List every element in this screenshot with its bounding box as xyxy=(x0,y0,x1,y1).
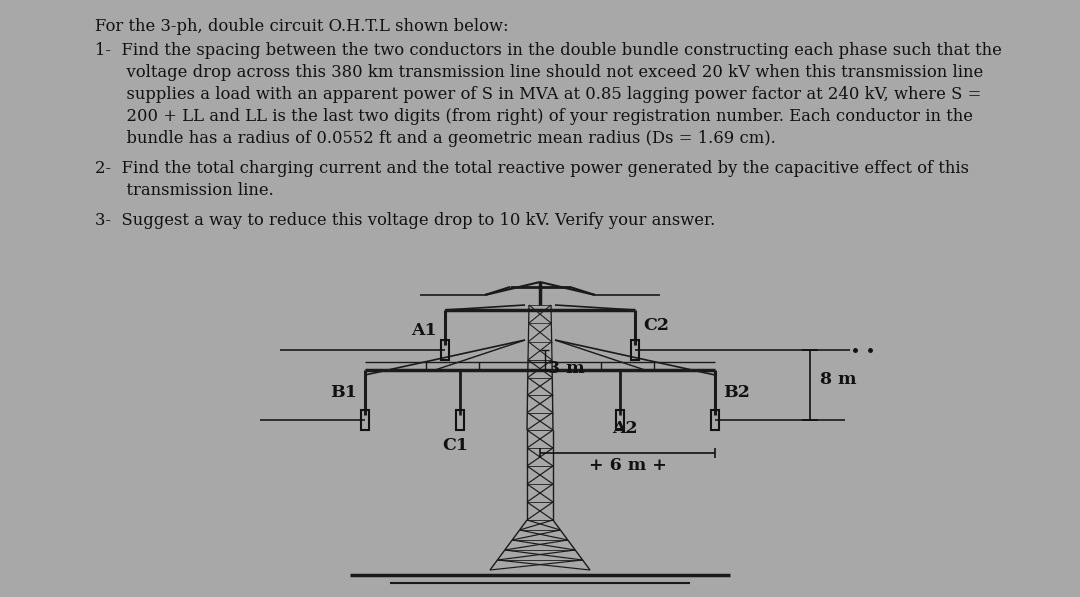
Text: supplies a load with an apparent power of S in MVA at 0.85 lagging power factor : supplies a load with an apparent power o… xyxy=(95,86,982,103)
Text: For the 3-ph, double circuit O.H.T.L shown below:: For the 3-ph, double circuit O.H.T.L sho… xyxy=(95,18,509,35)
Text: B2: B2 xyxy=(723,384,750,401)
Text: A1: A1 xyxy=(411,322,437,339)
Text: bundle has a radius of 0.0552 ft and a geometric mean radius (Ds = 1.69 cm).: bundle has a radius of 0.0552 ft and a g… xyxy=(95,130,775,147)
Bar xyxy=(456,410,464,430)
Text: 3-  Suggest a way to reduce this voltage drop to 10 kV. Verify your answer.: 3- Suggest a way to reduce this voltage … xyxy=(95,212,715,229)
Text: B1: B1 xyxy=(330,384,357,401)
Text: C1: C1 xyxy=(442,437,468,454)
Text: 8 m: 8 m xyxy=(820,371,856,389)
Bar xyxy=(441,340,449,360)
Text: 1-  Find the spacing between the two conductors in the double bundle constructin: 1- Find the spacing between the two cond… xyxy=(95,42,1002,59)
Text: 2-  Find the total charging current and the total reactive power generated by th: 2- Find the total charging current and t… xyxy=(95,160,969,177)
Bar xyxy=(616,410,624,430)
Text: transmission line.: transmission line. xyxy=(95,182,273,199)
Bar xyxy=(631,340,639,360)
Text: voltage drop across this 380 km transmission line should not exceed 20 kV when t: voltage drop across this 380 km transmis… xyxy=(95,64,983,81)
Text: + 6 m +: + 6 m + xyxy=(589,457,666,474)
Text: 3 m: 3 m xyxy=(548,360,584,377)
Bar xyxy=(711,410,719,430)
Text: 200 + LL and LL is the last two digits (from right) of your registration number.: 200 + LL and LL is the last two digits (… xyxy=(95,108,973,125)
Bar xyxy=(361,410,369,430)
Text: A2: A2 xyxy=(612,420,638,437)
Text: C2: C2 xyxy=(643,317,669,334)
